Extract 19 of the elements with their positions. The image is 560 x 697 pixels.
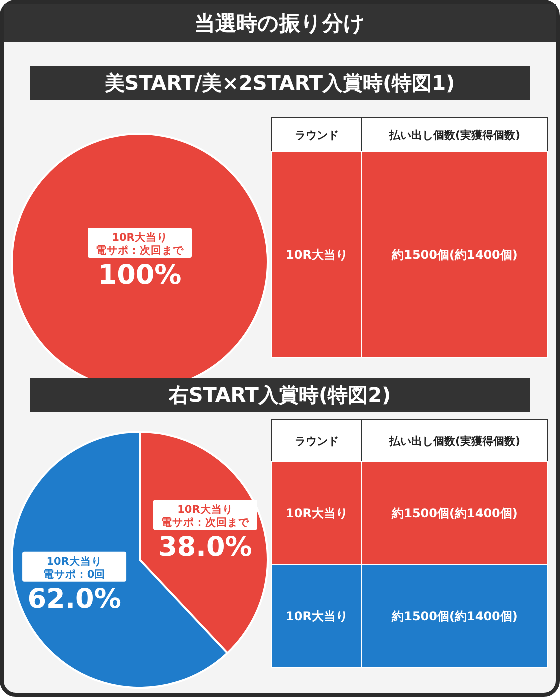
data-label: 62.0% [28,584,122,615]
text: ラウンド [295,435,339,448]
slice-label: 10R大当り電サポ：0回 [43,554,106,581]
text: 約1500個(約1400個) [392,248,518,262]
slice-label: 10R大当り電サポ：次回まで [161,503,250,530]
text: 払い出し個数(実獲得個数) [388,129,521,142]
text: ラウンド [295,129,339,142]
text: 10R大当り [286,506,348,520]
text: 当選時の振り分け [194,12,366,36]
text: 払い出し個数(実獲得個数) [388,435,521,448]
data-label: 38.0% [158,532,252,564]
slice-label: 10R大当り電サポ：次回まで [96,231,185,257]
text: 約1500個(約1400個) [392,506,518,520]
data-label: 100% [98,260,182,291]
text: 10R大当り [286,248,348,262]
chart-title: 美START/美×2START入賞時(特図1) [104,71,456,96]
chart-title: 右START入賞時(特図2) [168,383,392,408]
text: 10R大当り [286,610,348,624]
text: 約1500個(約1400個) [392,610,518,624]
